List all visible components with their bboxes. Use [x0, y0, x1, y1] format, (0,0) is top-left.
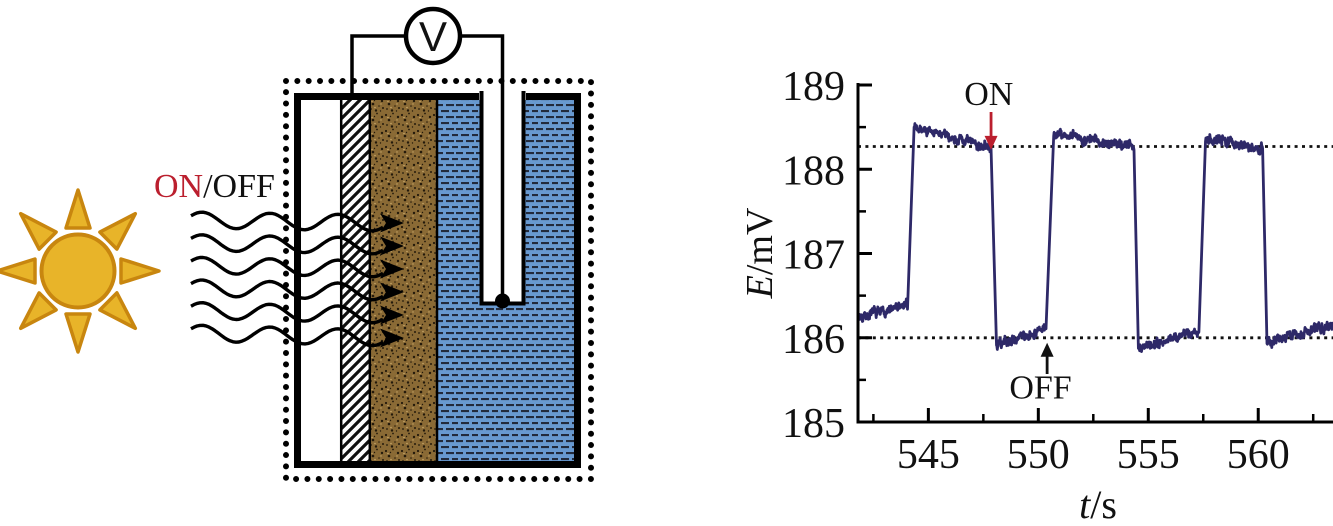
x-tick-label: 555 [1117, 432, 1180, 478]
absorption-arrow-icon [380, 305, 404, 325]
sun-ray [18, 211, 58, 251]
x-tick-label: 560 [1227, 432, 1290, 478]
absorption-arrow-icon [380, 236, 404, 256]
semiconductor-film-layer [370, 100, 437, 461]
on-label-red: ON [154, 168, 203, 205]
absorption-arrow-icon [380, 259, 404, 279]
sun-body [39, 232, 117, 310]
sun-ray [64, 312, 92, 354]
y-axis-label-unit: /mV [740, 207, 781, 275]
absorption-arrow-icon [380, 282, 404, 302]
reference-lines [858, 145, 1333, 340]
curve-group [856, 122, 1333, 353]
sun-ray [18, 291, 58, 331]
photovoltage-chart: 185 186 187 188 189 545 550 555 560 ON OFF E/mV t… [740, 64, 1333, 526]
sun-icon [0, 188, 161, 354]
x-tick-label: 545 [897, 432, 960, 478]
light-on-off-label: ON/OFF [154, 168, 275, 205]
axis-spine [856, 83, 1333, 424]
x-axis-label: t/s [1079, 482, 1117, 526]
light-wave [190, 210, 384, 233]
y-tick-label: 187 [782, 233, 845, 279]
annotations-group: ON OFF [964, 76, 1071, 406]
light-wave [190, 301, 384, 325]
sun-ray [98, 211, 138, 251]
light-waves [190, 210, 404, 348]
sun-ray [64, 188, 92, 230]
x-axis-label-symbol: t [1079, 482, 1091, 526]
y-tick-label: 188 [782, 148, 845, 194]
annotation-arrowhead-icon [1040, 342, 1054, 357]
y-tick-label: 185 [782, 401, 845, 447]
sun-ray [98, 291, 138, 331]
voltmeter-wire-right [460, 34, 505, 300]
voltmeter-wire-left [350, 34, 406, 94]
annotation-label-on: ON [964, 76, 1013, 113]
y-axis-label: E/mV [740, 207, 781, 299]
voltmeter-circle [403, 6, 463, 66]
voltmeter-label: V [419, 13, 447, 60]
light-wave [190, 278, 384, 302]
y-axis-label-symbol: E [740, 275, 781, 299]
cell-border [294, 93, 581, 468]
annotation-label-off: OFF [1009, 369, 1071, 406]
absorption-arrow-icon [380, 213, 404, 233]
light-wave [190, 233, 384, 256]
x-tick-label: 550 [1007, 432, 1070, 478]
absorption-arrow-icon [380, 328, 404, 348]
photoelectrochemical-cell-diagram: V ON/OFF [0, 6, 594, 482]
layer-separator-lines [339, 100, 439, 461]
sun-ray [0, 257, 37, 285]
sun-ray [119, 257, 161, 285]
x-axis-label-unit: /s [1090, 482, 1117, 526]
y-tick-label: 189 [782, 64, 845, 110]
off-label-black: /OFF [203, 168, 275, 205]
axis-tick-labels: 185 186 187 188 189 545 550 555 560 [782, 64, 1290, 478]
light-wave [190, 323, 384, 348]
transparent-electrode-hatched-layer [341, 100, 370, 461]
electrode-tip-dot [495, 293, 510, 309]
photovoltage-curve [856, 122, 1333, 353]
light-wave [190, 255, 384, 279]
annotation-arrowhead-icon [984, 135, 998, 150]
y-tick-label: 186 [782, 317, 845, 363]
